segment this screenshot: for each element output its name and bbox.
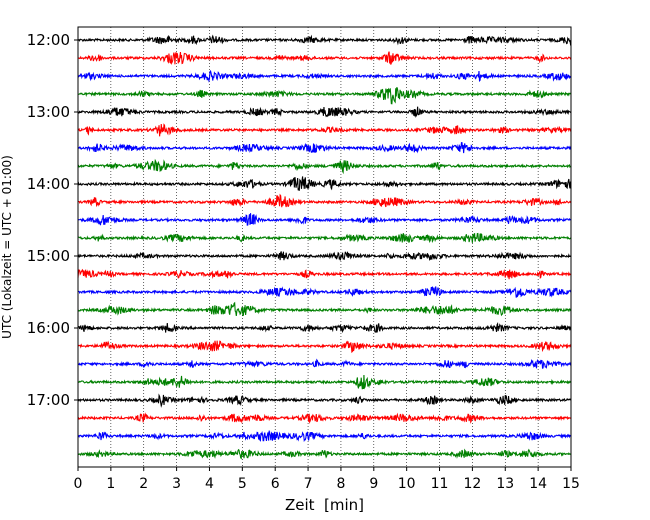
trace-1530 [77, 286, 572, 298]
trace-1700 [77, 393, 572, 408]
x-tick-label: 1 [106, 476, 115, 492]
trace-1630 [77, 358, 572, 369]
x-tick-label: 2 [139, 476, 148, 492]
x-tick-label: 14 [529, 476, 547, 492]
trace-1400 [77, 176, 572, 191]
trace-1615 [77, 340, 572, 354]
trace-1215 [77, 51, 572, 66]
x-tick-label: 15 [562, 476, 580, 492]
y-tick-label: 15:00 [27, 247, 70, 265]
trace-1730 [77, 430, 572, 443]
x-tick-label: 12 [463, 476, 481, 492]
trace-1745 [77, 448, 572, 460]
trace-1545 [77, 301, 572, 317]
trace-1430 [77, 213, 572, 226]
vertical-grid-lines [110, 27, 539, 467]
x-axis: 0 1 2 3 4 5 6 7 8 9 10 11 12 13 14 15 [74, 467, 580, 492]
y-tick-label: 13:00 [27, 103, 70, 121]
trace-1600 [77, 322, 572, 334]
x-tick-label: 13 [496, 476, 514, 492]
y-axis-label: UTC (Lokalzeit = UTC + 01:00) [0, 155, 14, 339]
x-tick-label: 7 [304, 476, 313, 492]
trace-1330 [77, 142, 572, 154]
trace-1230 [77, 70, 572, 83]
trace-1445 [77, 232, 572, 244]
x-tick-label: 9 [369, 476, 378, 492]
x-tick-label: 0 [74, 476, 83, 492]
y-tick-label: 12:00 [27, 31, 70, 49]
trace-1500 [77, 251, 572, 261]
x-tick-label: 8 [336, 476, 345, 492]
x-axis-label: Zeit [min] [285, 496, 364, 514]
x-tick-label: 4 [205, 476, 214, 492]
y-tick-label: 14:00 [27, 175, 70, 193]
trace-1515 [77, 268, 572, 280]
trace-1415 [77, 193, 572, 208]
trace-1715 [77, 412, 572, 424]
y-tick-label: 17:00 [27, 391, 70, 409]
x-tick-label: 5 [238, 476, 247, 492]
y-tick-label: 16:00 [27, 319, 70, 337]
trace-lines [77, 34, 572, 460]
y-axis: 12:00 13:00 14:00 15:00 16:00 17:00 [27, 31, 78, 409]
trace-1200 [77, 34, 572, 46]
x-tick-label: 11 [431, 476, 449, 492]
x-tick-label: 6 [271, 476, 280, 492]
trace-1300 [77, 106, 572, 118]
plot-frame [77, 26, 572, 468]
trace-1345 [77, 158, 572, 175]
x-tick-label: 10 [398, 476, 416, 492]
trace-1645 [77, 375, 572, 390]
trace-1315 [77, 123, 572, 137]
trace-1245 [77, 86, 572, 105]
x-tick-label: 3 [172, 476, 181, 492]
